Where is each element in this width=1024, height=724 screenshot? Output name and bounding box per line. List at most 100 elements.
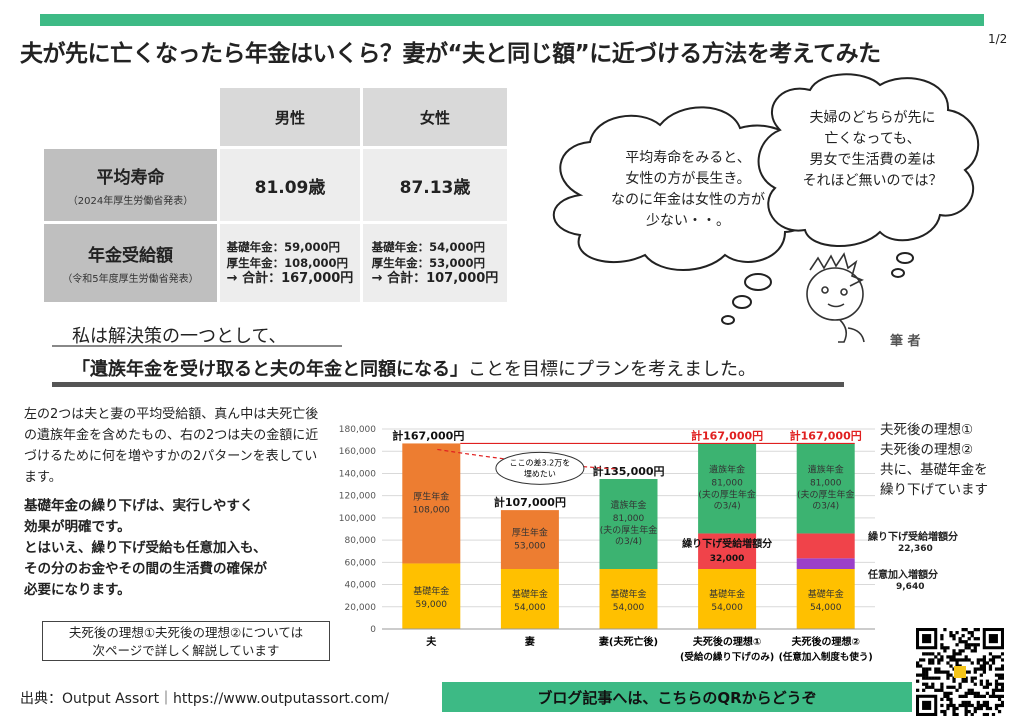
qr-module bbox=[940, 688, 944, 692]
qr-module bbox=[973, 643, 977, 647]
qr-module bbox=[979, 706, 983, 711]
qr-module bbox=[973, 649, 977, 653]
izoku-segment-label: 遺族年金 bbox=[808, 463, 844, 475]
kiso-segment-value: 54,000 bbox=[711, 603, 743, 613]
qr-module bbox=[982, 658, 986, 662]
blog-banner[interactable]: ブログ記事へは、こちらのQRからどうぞ bbox=[442, 682, 912, 712]
qr-module bbox=[976, 658, 980, 662]
bubble-dot-icon bbox=[732, 295, 752, 309]
bubble-dot-icon bbox=[721, 315, 735, 325]
qr-module bbox=[946, 703, 950, 708]
y-tick-label: 160,000 bbox=[339, 447, 376, 457]
qr-module bbox=[937, 658, 941, 662]
qr-module bbox=[1000, 667, 1004, 671]
qr-module bbox=[997, 688, 1002, 692]
kosei-segment-value: 108,000 bbox=[413, 505, 450, 515]
kiso-segment-label: 基礎年金 bbox=[512, 588, 548, 600]
qr-module bbox=[976, 700, 980, 705]
y-tick-label: 20,000 bbox=[345, 603, 377, 613]
qr-module bbox=[952, 703, 956, 708]
qr-module bbox=[931, 661, 935, 665]
qr-module bbox=[1000, 682, 1004, 686]
ideal-note: 夫死後の理想① 夫死後の理想② 共に、基礎年金を 繰り下げています bbox=[880, 420, 988, 500]
life-female: 87.13歳 bbox=[363, 149, 507, 221]
qr-module bbox=[976, 661, 980, 665]
side-value-nini: 9,640 bbox=[896, 582, 925, 592]
qr-module bbox=[916, 661, 920, 665]
ideal-line: 夫死後の理想② bbox=[880, 442, 974, 458]
qr-module bbox=[1000, 685, 1004, 689]
qr-module bbox=[994, 688, 999, 692]
total-line: → 合計：107,000円 bbox=[371, 271, 499, 286]
qr-module bbox=[1000, 658, 1004, 662]
qr-module bbox=[952, 652, 956, 656]
qr-module bbox=[943, 628, 947, 632]
qr-module bbox=[961, 658, 965, 662]
note-box: 夫死後の理想①夫死後の理想②については 次ページで詳しく解説しています bbox=[42, 621, 330, 661]
pension-male: 基礎年金：59,000円 厚生年金：108,000円 → 合計：167,000円 bbox=[220, 224, 360, 302]
bubble-line: 男女で生活費の差は bbox=[809, 152, 936, 168]
qr-module bbox=[952, 637, 956, 641]
qr-module bbox=[949, 691, 953, 695]
qr-module bbox=[943, 691, 947, 695]
row-note: （令和5年度厚生労働省発表） bbox=[62, 274, 199, 285]
qr-module bbox=[952, 634, 956, 638]
qr-module bbox=[997, 667, 1002, 671]
qr-module bbox=[949, 631, 953, 635]
izoku-segment-note: (夫の厚生年金 bbox=[797, 488, 855, 500]
qr-module bbox=[991, 691, 996, 695]
life-male: 81.09歳 bbox=[220, 149, 360, 221]
qr-module bbox=[940, 643, 944, 647]
qr-module bbox=[961, 700, 965, 705]
qr-module bbox=[997, 703, 1002, 708]
kiso-segment-label: 基礎年金 bbox=[610, 588, 646, 600]
qr-module bbox=[946, 691, 950, 695]
y-tick-label: 120,000 bbox=[339, 492, 376, 502]
qr-module bbox=[952, 658, 956, 662]
qr-module bbox=[952, 655, 956, 659]
bar-segment-繰り下げ受給増額分 bbox=[796, 533, 855, 559]
intro-underline bbox=[52, 345, 342, 347]
qr-module bbox=[985, 703, 990, 708]
qr-module bbox=[925, 676, 929, 680]
qr-module bbox=[976, 643, 980, 647]
qr-module bbox=[982, 703, 986, 708]
qr-module bbox=[979, 658, 983, 662]
qr-module bbox=[964, 679, 968, 683]
qr-module bbox=[916, 664, 920, 668]
qr-module bbox=[943, 649, 947, 653]
qr-module bbox=[946, 670, 950, 674]
gap-arrow bbox=[437, 448, 617, 470]
qr-module bbox=[922, 652, 926, 656]
qr-module bbox=[928, 667, 932, 671]
qr-module bbox=[991, 694, 996, 698]
qr-module bbox=[970, 691, 974, 695]
bubble-dot-icon bbox=[744, 273, 772, 291]
ideal-line: 共に、基礎年金を bbox=[880, 462, 988, 478]
qr-module bbox=[964, 640, 968, 644]
top-accent-bar bbox=[40, 14, 984, 26]
kosei-segment-label: 厚生年金 bbox=[512, 527, 548, 539]
qr-module bbox=[919, 664, 923, 668]
qr-code-icon[interactable] bbox=[916, 628, 1004, 716]
qr-module bbox=[964, 712, 968, 716]
kosei-line: 厚生年金：108,000円 bbox=[226, 256, 349, 270]
col-header-male: 男性 bbox=[220, 88, 360, 146]
qr-module bbox=[985, 682, 990, 686]
page-title: 夫が先に亡くなったら年金はいくら？妻が“夫と同じ額”に近づける方法を考えてみた bbox=[20, 41, 881, 67]
qr-module bbox=[958, 658, 962, 662]
qr-module bbox=[958, 652, 962, 656]
qr-module bbox=[994, 673, 999, 677]
qr-module bbox=[916, 679, 920, 683]
qr-module bbox=[922, 682, 926, 686]
qr-module bbox=[940, 670, 944, 674]
kiso-segment-value: 54,000 bbox=[613, 603, 645, 613]
qr-module bbox=[922, 688, 926, 692]
goal-rest: ことを目標にプランを考えました。 bbox=[468, 359, 756, 380]
col-header-female: 女性 bbox=[363, 88, 507, 146]
qr-module bbox=[934, 676, 938, 680]
qr-module bbox=[982, 655, 986, 659]
bar-segment-遺族年金 bbox=[796, 443, 855, 534]
qr-module bbox=[940, 697, 944, 702]
izoku-segment-note: の3/4) bbox=[615, 537, 642, 547]
